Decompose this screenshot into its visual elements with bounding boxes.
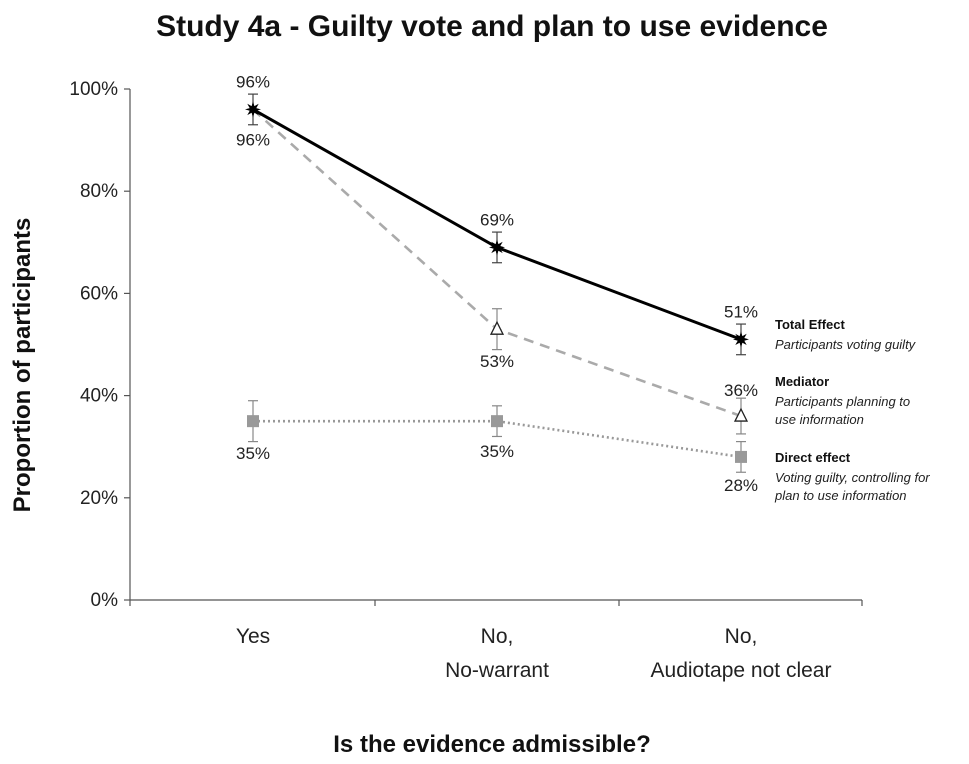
y-tick-label: 80%	[80, 181, 118, 202]
marker-star	[733, 331, 749, 348]
data-label: 36%	[724, 381, 758, 400]
y-tick-label: 100%	[69, 79, 118, 100]
marker-star	[245, 101, 261, 118]
data-label: 96%	[236, 130, 270, 149]
data-label: 35%	[236, 444, 270, 463]
x-category-label: No,	[481, 625, 514, 648]
data-label: 51%	[724, 302, 758, 321]
x-axis-title: Is the evidence admissible?	[333, 731, 650, 758]
marker-square	[247, 415, 259, 428]
legend-series-description: plan to use information	[774, 488, 907, 503]
legend-series-name: Total Effect	[775, 317, 845, 332]
x-category-label: No-warrant	[445, 659, 549, 682]
y-tick-label: 40%	[80, 386, 118, 407]
marker-triangle	[733, 407, 749, 422]
y-tick-label: 20%	[80, 488, 118, 509]
legend-series-name: Mediator	[775, 374, 829, 389]
chart-title: Study 4a - Guilty vote and plan to use e…	[156, 10, 828, 43]
legend-series-description: Participants voting guilty	[775, 337, 917, 352]
legend-series-description: Participants planning to	[775, 394, 910, 409]
plot-area: 0% 20% 40% 60% 80% 100% Yes No, No-warrant No, Aud…	[69, 72, 930, 682]
data-label: 69%	[480, 210, 514, 229]
marker-square	[735, 450, 747, 463]
data-label: 28%	[724, 476, 758, 495]
x-category-label: No,	[725, 625, 758, 648]
marker-triangle	[489, 320, 505, 335]
legend-series-description: use information	[775, 412, 864, 427]
x-category-label: Audiotape not clear	[651, 659, 832, 682]
legend-series-name: Direct effect	[775, 450, 851, 465]
data-label: 35%	[480, 442, 514, 461]
data-label: 53%	[480, 352, 514, 371]
y-axis-title: Proportion of participants	[9, 218, 36, 513]
legend-series-description: Voting guilty, controlling for	[775, 470, 930, 485]
y-tick-label: 60%	[80, 283, 118, 304]
y-tick-label: 0%	[91, 590, 119, 611]
x-category-label: Yes	[236, 625, 270, 648]
data-label: 96%	[236, 72, 270, 91]
marker-square	[491, 415, 503, 428]
marker-star	[489, 239, 505, 256]
series-line	[253, 419, 742, 459]
